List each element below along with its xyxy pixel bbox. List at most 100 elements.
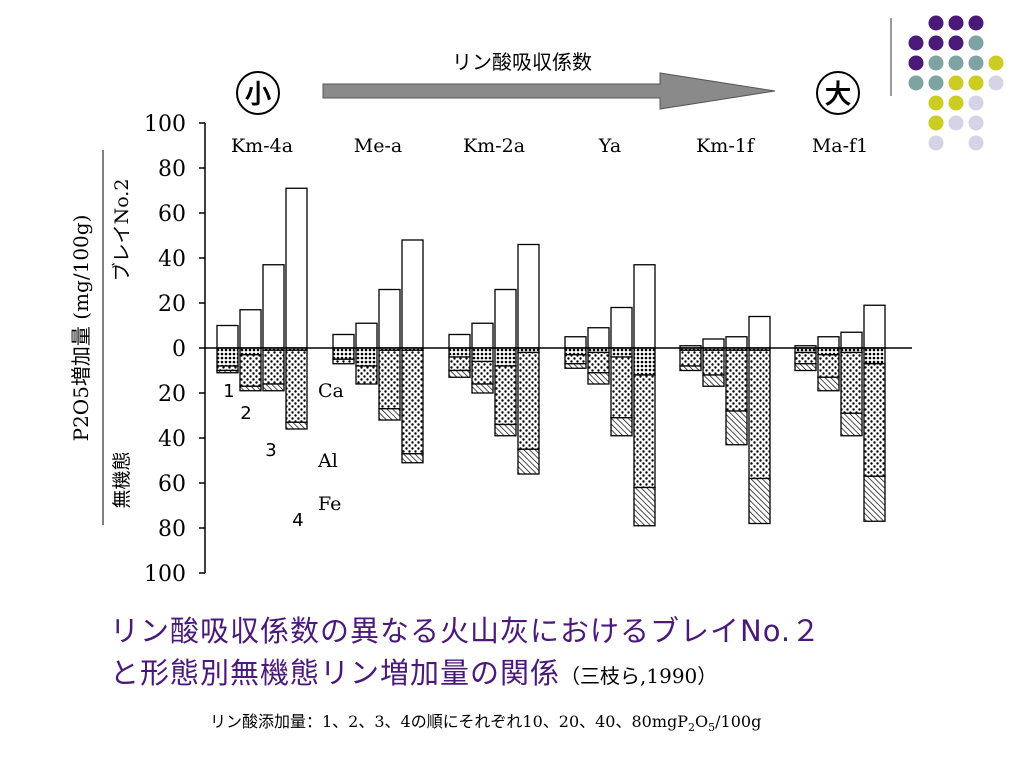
large-circle-marker (816, 71, 860, 115)
fe-segment (679, 365, 702, 372)
decorative-dot (928, 55, 944, 71)
y-tick-label: 80 (158, 157, 186, 182)
ca-annotation: Ca (318, 380, 344, 402)
decorative-dot (968, 55, 984, 71)
fe-segment (262, 383, 285, 392)
decorative-dot (928, 75, 944, 91)
large-label: 大 (825, 80, 851, 110)
ca-segment (633, 347, 656, 376)
al-segment (494, 365, 517, 426)
ca-segment (564, 347, 587, 356)
bray-bar (863, 304, 886, 349)
al-segment (725, 349, 748, 412)
fe-segment (840, 412, 863, 437)
bray-bar (471, 322, 494, 349)
fe-segment (239, 385, 262, 392)
ca-segment (610, 347, 633, 358)
al-segment (262, 349, 285, 385)
decorative-dot (928, 95, 944, 111)
bray-bar (610, 306, 633, 349)
fe-segment (494, 423, 517, 437)
fe-segment (863, 475, 886, 522)
arrow-label: リン酸吸収係数 (452, 50, 592, 74)
category-label: Ma-f1 (812, 135, 868, 157)
decorative-dot (928, 35, 944, 51)
bar-series (216, 187, 886, 527)
decorative-dot (968, 135, 984, 151)
fe-segment (216, 369, 239, 374)
al-segment (794, 351, 817, 365)
fe-segment (587, 372, 610, 385)
al-segment (748, 349, 771, 480)
decorative-dot (948, 115, 964, 131)
decorative-dot (908, 35, 924, 51)
bar-chart: リン酸吸収係数 小 大 P2O5増加量 (mg/100g) ブレイNo.2 無機… (69, 50, 912, 587)
al-segment (679, 349, 702, 367)
level-labels: 123 4 (223, 381, 303, 531)
y-tick-label: 80 (158, 517, 186, 542)
y-tick-label: 100 (144, 112, 186, 137)
al-segment (610, 356, 633, 419)
bray-bar (633, 264, 656, 349)
level-label: 4 (292, 510, 303, 531)
footnote-part1: リン酸添加量：1、2、3、4の順にそれぞれ10、20、40、80mgP (210, 712, 689, 731)
decorative-dot (968, 15, 984, 31)
al-segment (401, 349, 424, 455)
y-axis-label: P2O5増加量 (mg/100g) (69, 215, 93, 442)
decorative-dot (988, 75, 1004, 91)
bray-bar (702, 338, 725, 349)
fe-segment (517, 448, 540, 475)
ca-segment (448, 347, 471, 358)
y-tick-label: 20 (158, 382, 186, 407)
al-segment (355, 365, 378, 385)
al-segment (517, 351, 540, 450)
phosphate-absorption-arrow (322, 72, 776, 110)
small-circle-marker (236, 71, 280, 115)
caption-line-2: と形態別無機態リン増加量の関係（三枝ら,1990） (110, 650, 717, 692)
decorative-dot (968, 35, 984, 51)
decorative-dot-grid (908, 15, 1004, 151)
fe-segment (378, 408, 401, 421)
al-segment (840, 351, 863, 414)
al-segment (239, 354, 262, 387)
footnote-part2: /100g (715, 712, 762, 731)
decorative-divider-line (890, 18, 892, 96)
bray-bar (448, 333, 471, 349)
level-label: 1 (223, 381, 234, 402)
bray-bar (332, 333, 355, 349)
fe-segment (702, 374, 725, 387)
bray-bar (840, 331, 863, 349)
decorative-dot (988, 55, 1004, 71)
decorative-dot (948, 95, 964, 111)
fe-segment (794, 363, 817, 372)
decorative-dot (948, 55, 964, 71)
bray-bar (262, 264, 285, 349)
bray-bar (725, 336, 748, 349)
fe-segment (285, 421, 308, 430)
decorative-dot (948, 75, 964, 91)
y-tick-label: 20 (158, 292, 186, 317)
y-tick-label: 40 (158, 247, 186, 272)
al-segment (332, 358, 355, 365)
ca-segment (494, 347, 517, 367)
y-tick-label: 60 (158, 472, 186, 497)
ca-segment (332, 347, 355, 360)
decorative-dot (908, 75, 924, 91)
level-label: 2 (240, 403, 251, 424)
y-axis: 100 80 60 40 20 0 20 40 60 80 100 Km-4a Me-a Km-2a Ya K… (144, 112, 868, 587)
fe-segment (748, 477, 771, 525)
decorative-dot (948, 15, 964, 31)
category-label: Ya (598, 135, 621, 157)
decorative-dot (928, 135, 944, 151)
level-label: 3 (265, 440, 276, 461)
y-tick-label: 0 (172, 337, 186, 362)
decorative-dot (968, 75, 984, 91)
fe-segment (817, 376, 840, 392)
fe-segment (633, 486, 656, 527)
ca-segment (471, 347, 494, 363)
bray-bar (587, 327, 610, 349)
ca-segment (863, 347, 886, 365)
al-segment (216, 365, 239, 372)
y-tick-label: 40 (158, 427, 186, 452)
bray-bar (817, 336, 840, 349)
